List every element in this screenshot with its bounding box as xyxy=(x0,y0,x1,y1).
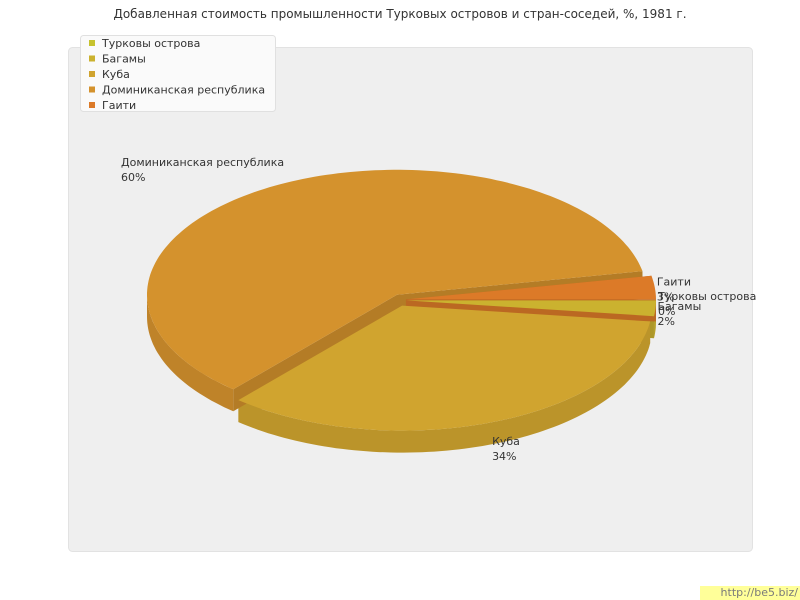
slice-value-label: 2% xyxy=(657,315,674,328)
slice-value-label: 34% xyxy=(492,450,516,463)
legend-box xyxy=(80,35,276,112)
watermark: http://be5.biz/ xyxy=(721,586,799,599)
slice-label: Доминиканская республика xyxy=(121,156,284,169)
legend-label: Доминиканская республика xyxy=(102,84,265,97)
slice-value-label: 3% xyxy=(657,290,674,303)
slice-side xyxy=(238,321,651,453)
slice-label: Багамы xyxy=(657,300,701,313)
legend-swatch xyxy=(89,102,95,108)
legend-swatch xyxy=(89,71,95,77)
legend-label: Турковы острова xyxy=(101,37,200,50)
legend-label: Куба xyxy=(102,68,130,81)
slice-value-label: 0% xyxy=(658,305,675,318)
slice-label: Гаити xyxy=(657,275,691,288)
legend-swatch xyxy=(89,86,95,93)
slice xyxy=(238,305,651,431)
slice-value-label: 60% xyxy=(121,171,145,184)
chart-title: Добавленная стоимость промышленности Тур… xyxy=(113,7,686,21)
slice-side xyxy=(147,294,234,412)
legend-swatch xyxy=(89,40,95,46)
legend-swatch xyxy=(89,55,95,62)
pie xyxy=(147,169,656,453)
watermark-bg xyxy=(700,586,800,600)
legend-label: Гаити xyxy=(102,99,136,112)
slice-label: Турковы острова xyxy=(657,290,756,303)
slice xyxy=(147,169,643,390)
slice xyxy=(405,300,656,317)
legend-label: Багамы xyxy=(102,53,146,66)
slice-label: Куба xyxy=(492,435,520,448)
slice xyxy=(405,275,656,300)
